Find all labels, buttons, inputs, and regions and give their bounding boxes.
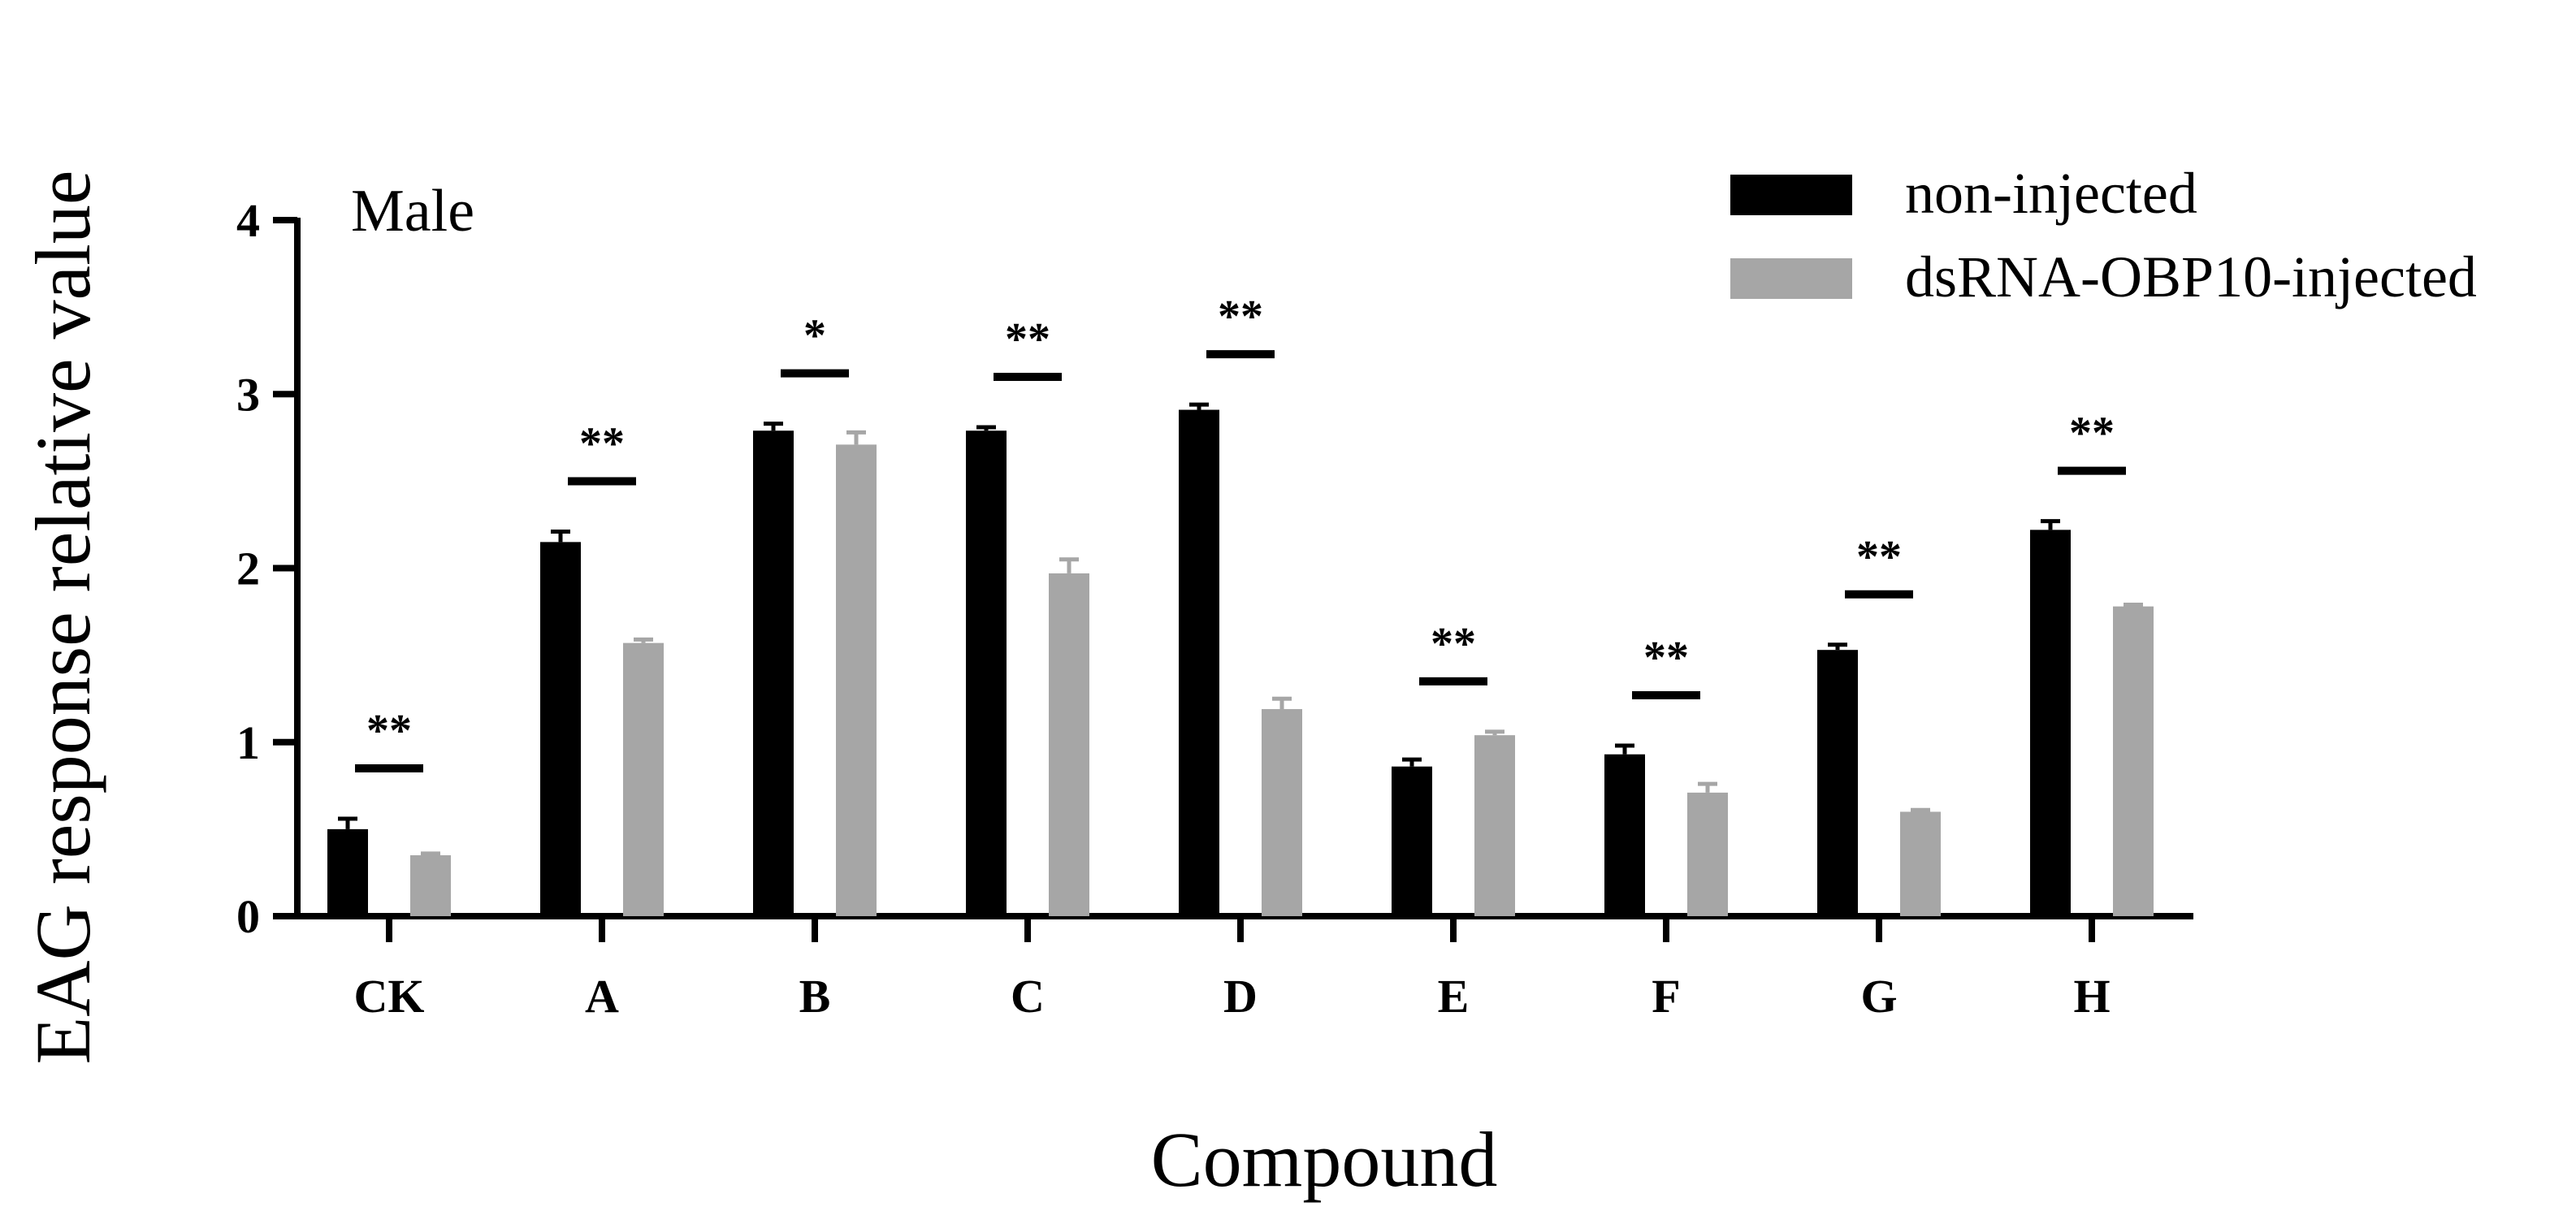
significance-label: **: [1431, 619, 1476, 669]
legend-label-non-injected: non-injected: [1905, 161, 2197, 226]
bar-dsrna-injected: [623, 642, 664, 916]
x-tick-label: CK: [354, 970, 425, 1023]
x-tick-label: C: [1011, 970, 1045, 1023]
legend-swatch-non-injected: [1730, 175, 1852, 215]
x-axis-title: Compound: [1151, 1116, 1498, 1203]
bar-non-injected: [1392, 766, 1432, 916]
x-tick-label: F: [1652, 970, 1680, 1023]
legend-label-dsrna-injected: dsRNA-OBP10-injected: [1905, 244, 2477, 309]
bar-dsrna-injected: [2113, 606, 2154, 916]
bar-dsrna-injected: [1049, 573, 1089, 916]
legend: non-injected dsRNA-OBP10-injected: [1730, 161, 2477, 309]
bar-non-injected: [540, 542, 581, 916]
legend-swatch-dsrna-injected: [1730, 258, 1852, 299]
bar-non-injected: [966, 430, 1007, 916]
y-axis-title: EAG response relative value: [19, 171, 106, 1065]
y-tick-label: 2: [236, 543, 260, 595]
bar-non-injected: [1179, 409, 1219, 917]
bar-dsrna-injected: [1900, 811, 1941, 916]
x-tick-label: B: [799, 970, 831, 1023]
plot-area: 0 1 2 3 4 CK ** A ** B * C ** D ** E ** F ** G ** H **: [236, 194, 2193, 1023]
significance-label: **: [1218, 292, 1263, 342]
x-tick-label: G: [1860, 970, 1897, 1023]
bar-non-injected: [1817, 650, 1858, 916]
panel-label: Male: [351, 178, 474, 244]
significance-label: **: [2069, 409, 2115, 459]
bar-dsrna-injected: [836, 444, 877, 916]
y-tick-label: 4: [236, 194, 260, 247]
x-tick-label: A: [585, 970, 619, 1023]
significance-label: **: [1643, 633, 1689, 683]
significance-label: **: [1856, 532, 1902, 582]
bar-non-injected: [327, 828, 368, 916]
x-tick-label: E: [1438, 970, 1470, 1023]
x-tick-label: H: [2073, 970, 2110, 1023]
bar-dsrna-injected: [1687, 792, 1728, 916]
significance-label: *: [803, 311, 826, 361]
significance-label: **: [1005, 314, 1050, 365]
bar-non-injected: [753, 430, 794, 916]
y-tick-label: 1: [236, 716, 260, 769]
bar-dsrna-injected: [1262, 709, 1302, 916]
significance-label: **: [366, 706, 412, 756]
significance-label: **: [579, 419, 625, 469]
bar-non-injected: [2030, 530, 2071, 916]
x-tick-label: D: [1223, 970, 1258, 1023]
y-tick-label: 0: [236, 890, 260, 943]
bar-dsrna-injected: [1474, 735, 1515, 916]
y-tick-label: 3: [236, 368, 260, 421]
bar-dsrna-injected: [410, 855, 451, 916]
bar-non-injected: [1604, 754, 1645, 916]
